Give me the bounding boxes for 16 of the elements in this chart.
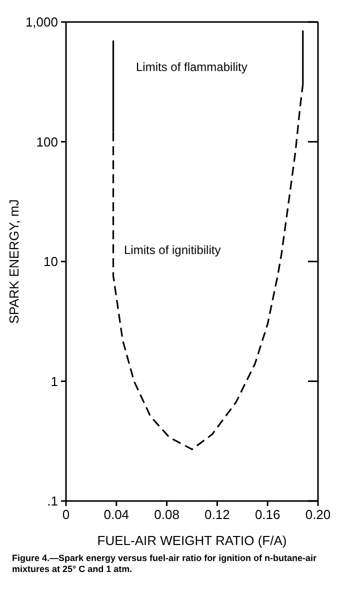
y-axis-title: SPARK ENERGY, mJ (6, 199, 22, 324)
caption: Figure 4.—Spark energy versus fuel-air ratio for ignition of n-butane-air mixtures at 25° C and 1 atm. (11, 553, 318, 575)
y-tick-label: 10 (44, 254, 58, 270)
x-tick-label: 0.08 (154, 507, 180, 522)
annotation: Limits of flammability (136, 60, 248, 74)
y-tick-label: .1 (47, 494, 58, 509)
x-axis-title: FUEL-AIR WEIGHT RATIO (F/A) (97, 533, 287, 548)
y-tick-label: 1 (50, 374, 58, 389)
x-tick-label: 0.20 (305, 507, 331, 522)
x-tick-label: 0.04 (104, 507, 130, 522)
y-tick-label: 1,000 (25, 14, 58, 30)
x-tick-label: 0 (62, 507, 70, 522)
annotation: Limits of ignitibility (124, 243, 221, 257)
y-tick-label: 100 (36, 134, 58, 150)
x-tick-label: 0.12 (204, 507, 230, 522)
x-tick-label: 0.16 (254, 507, 280, 522)
